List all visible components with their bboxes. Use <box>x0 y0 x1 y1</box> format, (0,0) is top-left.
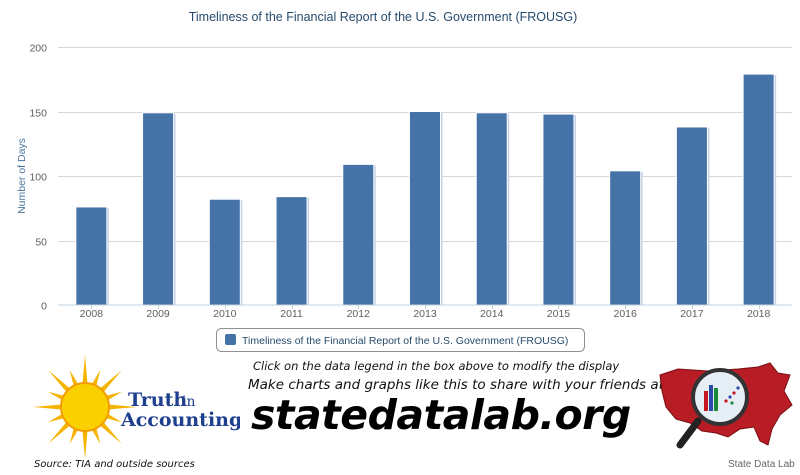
chart-title: Timeliness of the Financial Report of th… <box>189 10 578 24</box>
bar-2011[interactable] <box>275 196 308 306</box>
bars[interactable] <box>75 73 777 306</box>
sun-ray <box>33 404 64 410</box>
y-tick-label: 150 <box>29 108 47 120</box>
sun-ray <box>82 428 88 459</box>
sun-ray <box>48 412 66 423</box>
x-axis-ticks: 2008 2009 2010 2011 2012 2013 2014 2015 2016 2017… <box>80 305 771 320</box>
y-tick-label: 50 <box>35 237 47 249</box>
x-tick-label: 2012 <box>347 308 371 320</box>
truth-in-accounting-logo[interactable]: Truth in Accounting <box>12 355 240 475</box>
x-tick-label: 2018 <box>747 308 771 320</box>
legend-entry-label[interactable]: Timeliness of the Financial Report of th… <box>242 335 568 347</box>
legend-box[interactable]: Timeliness of the Financial Report of th… <box>216 328 585 352</box>
bar-2016[interactable] <box>609 170 642 306</box>
sun-ray <box>98 420 122 444</box>
sun-ray <box>48 370 72 394</box>
sun-ray <box>48 420 72 444</box>
y-tick-label: 0 <box>41 301 47 313</box>
state-data-lab-label: State Data Lab <box>728 459 795 470</box>
legend-swatch[interactable] <box>225 334 236 345</box>
y-axis-ticks: 0 50 100 150 200 <box>29 43 47 313</box>
bar-2015[interactable] <box>542 113 575 306</box>
x-tick-label: 2011 <box>280 308 303 320</box>
share-instruction: Make charts and graphs like this to shar… <box>248 377 664 393</box>
tia-logo-text-in: in <box>182 394 196 410</box>
y-tick-label: 100 <box>29 172 47 184</box>
bar-2018[interactable] <box>742 73 775 306</box>
site-link[interactable]: statedatalab.org <box>251 391 631 439</box>
bar-2012[interactable] <box>342 163 375 306</box>
sun-ray <box>82 355 88 386</box>
x-tick-label: 2017 <box>680 308 704 320</box>
sun-ray <box>98 370 122 394</box>
footer: Truth in Accounting Source: TIA and outs… <box>0 355 800 475</box>
sun-ray <box>48 391 66 402</box>
sun-ray <box>104 391 122 402</box>
x-tick-label: 2008 <box>80 308 104 320</box>
y-tick-label: 200 <box>29 43 47 55</box>
sun-icon <box>33 355 137 459</box>
x-tick-label: 2010 <box>213 308 237 320</box>
sun-ray <box>106 404 137 410</box>
bar-2017[interactable] <box>675 126 708 306</box>
bar-2013[interactable] <box>409 111 441 306</box>
y-axis-label: Number of Days <box>16 138 28 214</box>
bar-chart: Timeliness of the Financial Report of th… <box>16 10 792 352</box>
magnifier-icon <box>676 368 749 449</box>
bar-2009[interactable] <box>142 112 175 306</box>
x-tick-label: 2013 <box>413 308 437 320</box>
sun-ray <box>104 412 122 423</box>
sun-ray <box>69 426 80 444</box>
source-note: Source: TIA and outside sources <box>34 459 195 470</box>
x-tick-label: 2015 <box>547 308 571 320</box>
x-tick-label: 2014 <box>480 308 504 320</box>
x-tick-label: 2009 <box>146 308 170 320</box>
legend-instruction: Click on the data legend in the box abov… <box>253 359 620 373</box>
bar-2008[interactable] <box>75 206 108 306</box>
sun-ray <box>90 370 101 388</box>
sun-ray <box>90 426 101 444</box>
sun-ray <box>69 370 80 388</box>
tia-logo-text-accounting: Accounting <box>120 409 240 431</box>
x-tick-label: 2016 <box>614 308 638 320</box>
bar-2010[interactable] <box>208 198 241 306</box>
bar-2014[interactable] <box>475 112 508 306</box>
tia-logo-text-truth: Truth <box>128 389 187 411</box>
state-data-lab-logo[interactable] <box>650 357 800 457</box>
